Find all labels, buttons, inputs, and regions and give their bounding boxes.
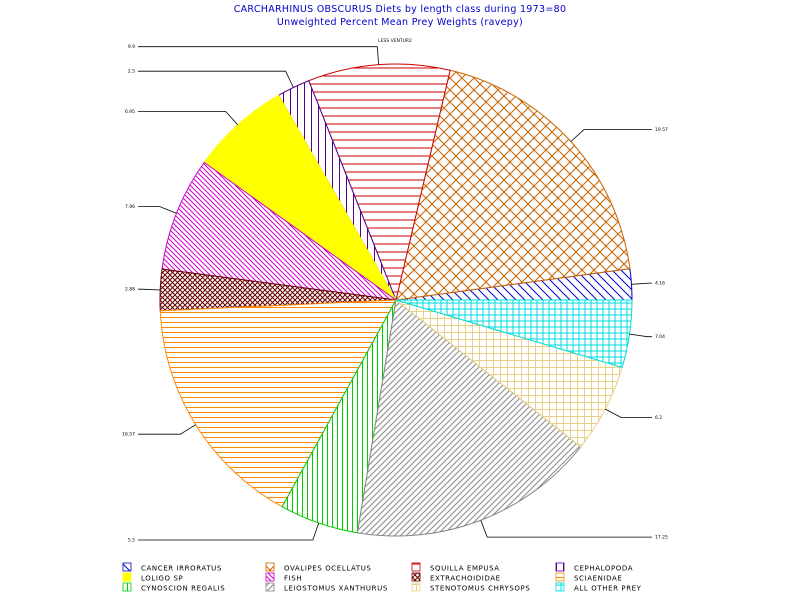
legend-swatch <box>265 562 275 572</box>
leader-line <box>605 408 652 418</box>
top-label: LESS VENTUR2 <box>378 38 412 44</box>
legend-swatch <box>265 572 275 582</box>
slice-value-label: 4.16 <box>655 281 665 287</box>
leader-line <box>480 520 652 538</box>
legend-item-all-other-prey: ALL OTHER PREY <box>555 582 642 593</box>
legend-label: ALL OTHER PREY <box>574 585 642 593</box>
legend-swatch <box>265 582 275 592</box>
leader-line <box>138 206 177 214</box>
legend-label: CYNOSCION REGALIS <box>141 585 225 593</box>
pie-slices <box>159 63 633 537</box>
slice-value-label: 6.95 <box>125 109 135 115</box>
legend-swatch <box>411 582 421 592</box>
slice-value-label: 6.2 <box>655 415 662 421</box>
legend-item-squilla-empusa: SQUILLA EMPUSA <box>411 562 500 573</box>
pie-slice-fish <box>161 161 397 301</box>
legend: CANCER IRRORATUS OVALIPES OCELLATUS SQUILL… <box>122 562 642 593</box>
leader-line <box>570 128 652 142</box>
slice-value-label: 2.5 <box>128 69 135 75</box>
legend-swatch <box>122 562 132 572</box>
leader-line <box>631 282 652 285</box>
legend-swatch <box>122 582 132 592</box>
legend-item-stenotomus-chrysops: STENOTOMUS CHRYSOPS <box>411 582 530 593</box>
legend-item-extrachoididae: EXTRACHOIDIDAE <box>411 572 501 583</box>
legend-item-leiostomus-xanthurus: LEIOSTOMUS XANTHURUS <box>265 582 388 593</box>
legend-item-loligo-sp: LOLIGO SP <box>122 572 183 583</box>
pie-slice-leiostomus-xanthurus <box>356 299 582 537</box>
legend-label: CEPHALOPODA <box>574 565 633 573</box>
leader-line <box>138 111 239 126</box>
legend-item-cancer-irroratus: CANCER IRRORATUS <box>122 562 222 573</box>
legend-item-sciaenidae: SCIAENIDAE <box>555 572 622 583</box>
legend-swatch <box>555 572 565 582</box>
chart-title: CARCHARHINUS OBSCURUS Diets by length cl… <box>234 4 567 15</box>
legend-item-cynoscion-regalis: CYNOSCION REGALIS <box>122 582 225 593</box>
legend-label: STENOTOMUS CHRYSOPS <box>430 585 530 593</box>
leader-line <box>629 333 652 338</box>
slice-value-label: 7.04 <box>655 334 665 340</box>
leader-line <box>138 522 320 541</box>
slice-value-label: 17.25 <box>655 535 668 541</box>
chart-subtitle: Unweighted Percent Mean Prey Weights (ra… <box>277 17 523 28</box>
legend-label: OVALIPES OCELLATUS <box>284 565 371 573</box>
slice-value-label: 16.57 <box>122 432 135 438</box>
pie-slice-squilla-empusa <box>308 63 451 302</box>
pie-slice-sciaenidae <box>159 299 397 508</box>
slice-value-label: 19.57 <box>655 127 668 133</box>
leader-line <box>138 424 196 435</box>
leader-line <box>138 288 161 291</box>
legend-swatch <box>411 572 421 582</box>
legend-label: LEIOSTOMUS XANTHURUS <box>284 585 388 593</box>
legend-item-cephalopoda: CEPHALOPODA <box>555 562 633 573</box>
legend-label: FISH <box>284 575 302 583</box>
leader-line <box>138 70 294 88</box>
legend-label: SCIAENIDAE <box>574 575 622 583</box>
slice-value-label: 9.9 <box>128 44 135 50</box>
slice-value-label: 2.88 <box>125 287 135 293</box>
leader-line <box>138 46 379 65</box>
legend-swatch <box>411 562 421 572</box>
slice-value-label: 7.96 <box>125 204 135 210</box>
pie-slice-ovalipes-ocellatus <box>395 69 631 301</box>
legend-label: LOLIGO SP <box>141 575 183 583</box>
legend-label: EXTRACHOIDIDAE <box>430 575 501 583</box>
legend-item-fish: FISH <box>265 572 302 583</box>
legend-label: CANCER IRRORATUS <box>141 565 222 573</box>
legend-swatch <box>555 562 565 572</box>
slice-value-label: 5.5 <box>128 538 135 544</box>
legend-item-ovalipes-ocellatus: OVALIPES OCELLATUS <box>265 562 371 573</box>
legend-label: SQUILLA EMPUSA <box>430 565 500 573</box>
legend-swatch <box>555 582 565 592</box>
slice-labels: 4.16 19.57 9.9 2.5 6.95 7.96 2.88 16.57 5.5 17.25… <box>122 44 668 543</box>
legend-swatch <box>122 572 132 582</box>
